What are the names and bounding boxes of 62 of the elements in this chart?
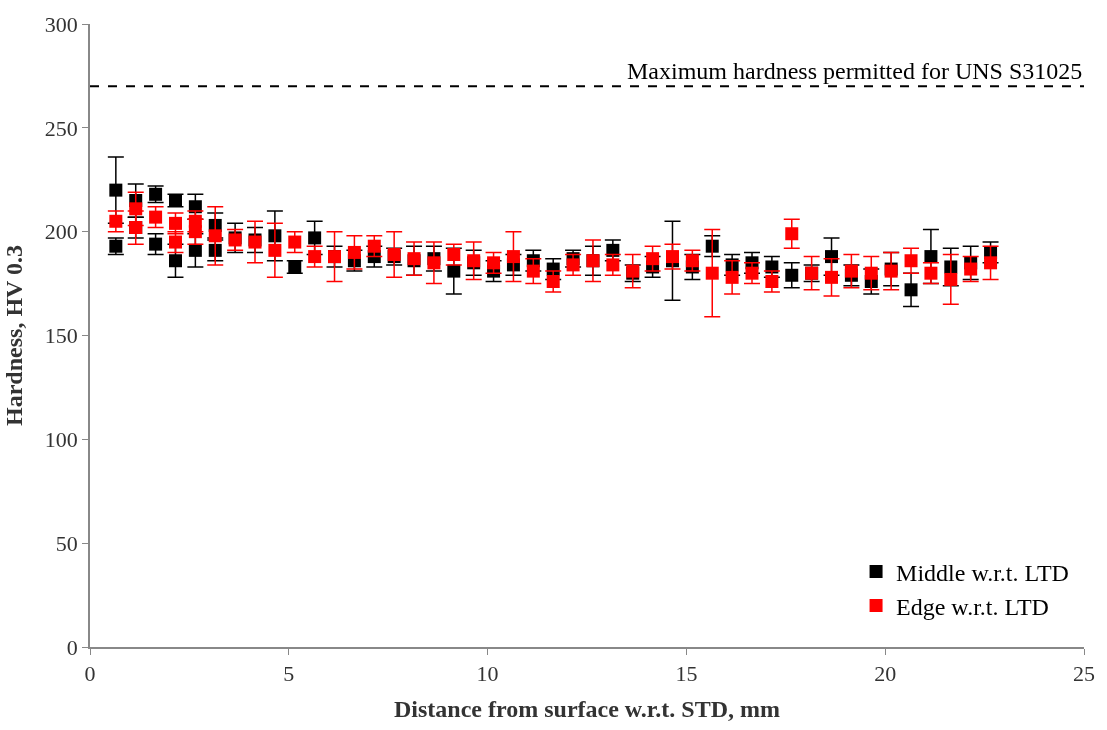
x-tick-label: 0 (84, 661, 96, 687)
point (288, 235, 302, 249)
point (904, 283, 918, 297)
x-tick-label: 10 (476, 661, 499, 687)
y-tick-label: 50 (55, 530, 78, 556)
x-tick-label: 20 (874, 661, 897, 687)
point (168, 254, 182, 268)
point (665, 250, 679, 264)
y-tick-label: 250 (44, 115, 78, 141)
point (924, 250, 938, 264)
point (765, 275, 779, 289)
point (844, 264, 858, 278)
legend-label: Middle w.r.t. LTD (896, 559, 1069, 586)
point (646, 252, 660, 266)
y-tick-label: 300 (44, 11, 78, 37)
y-axis-title: Hardness, HV 0.3 (1, 245, 28, 426)
point (864, 266, 878, 280)
point (944, 272, 958, 286)
point (785, 227, 799, 241)
y-tick-label: 200 (44, 219, 78, 245)
point (984, 256, 998, 270)
point (347, 245, 361, 259)
point (308, 231, 322, 245)
point (129, 202, 143, 216)
point (685, 254, 699, 268)
x-tick-label: 5 (283, 661, 295, 687)
point (149, 237, 163, 251)
point (904, 254, 918, 268)
point (208, 229, 222, 243)
point (168, 216, 182, 230)
point (546, 275, 560, 289)
point (447, 264, 461, 278)
point (188, 243, 202, 257)
point (705, 266, 719, 280)
y-tick-label: 100 (44, 427, 78, 453)
point (506, 250, 520, 264)
point (447, 248, 461, 262)
point (308, 250, 322, 264)
point (745, 266, 759, 280)
point (924, 266, 938, 280)
point (168, 235, 182, 249)
point (109, 214, 123, 228)
point (606, 258, 620, 272)
point (427, 256, 441, 270)
y-tick-label: 0 (66, 634, 78, 660)
x-tick-label: 15 (675, 661, 698, 687)
point (964, 262, 978, 276)
legend-label: Edge w.r.t. LTD (896, 593, 1049, 620)
y-tick-label: 150 (44, 323, 78, 349)
point (109, 183, 123, 197)
ref-line-label: Maximum hardness permitted for UNS S31025 (627, 58, 1083, 84)
point (487, 256, 501, 270)
point (526, 264, 540, 278)
point (825, 270, 839, 284)
point (188, 225, 202, 239)
point (149, 210, 163, 224)
point (367, 239, 381, 253)
point (785, 268, 799, 282)
point (268, 243, 282, 257)
x-tick-label: 25 (1073, 661, 1095, 687)
x-axis-title: Distance from surface w.r.t. STD, mm (394, 695, 780, 722)
point (725, 270, 739, 284)
